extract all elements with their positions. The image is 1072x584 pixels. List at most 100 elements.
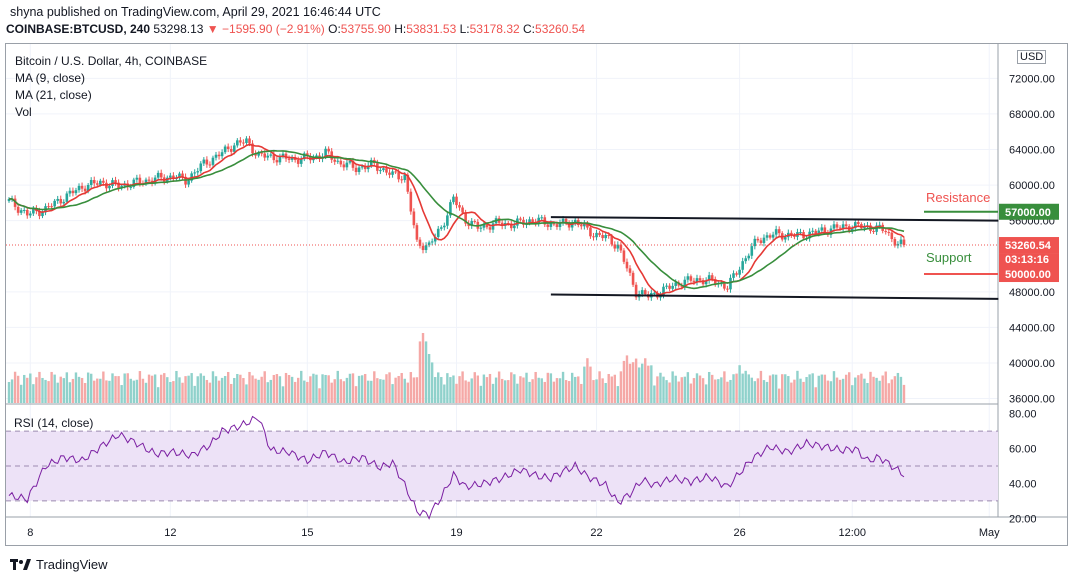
volume-bar xyxy=(723,371,726,403)
candle-body xyxy=(135,177,139,180)
volume-bar xyxy=(768,375,772,403)
candle-body xyxy=(583,223,586,227)
candle-body xyxy=(385,168,388,173)
volume-bar xyxy=(50,371,53,403)
volume-bar xyxy=(324,374,327,403)
volume-bar xyxy=(80,377,84,403)
candle-body xyxy=(549,223,553,227)
volume-bar xyxy=(893,376,897,403)
volume-bar xyxy=(430,362,434,403)
volume-bar xyxy=(193,385,196,403)
volume-bar xyxy=(747,374,750,403)
volume-bar xyxy=(400,373,403,403)
volume-bar xyxy=(217,380,221,403)
current-price-tag: 53260.54 xyxy=(1005,240,1052,252)
candle-body xyxy=(683,279,687,287)
volume-bar xyxy=(74,372,78,403)
volume-bar xyxy=(610,376,613,403)
candle-body xyxy=(38,210,41,217)
volume-bar xyxy=(485,377,489,403)
price-tick-label: 40000.00 xyxy=(1009,358,1055,370)
candle-body xyxy=(610,235,614,245)
candle-body xyxy=(844,224,848,227)
volume-bar xyxy=(275,374,279,403)
volume-bar xyxy=(297,377,300,403)
volume-bar xyxy=(637,367,641,403)
volume-bar xyxy=(44,379,47,403)
candle-body xyxy=(421,245,425,251)
volume-bar xyxy=(245,384,248,403)
volume-bar xyxy=(169,382,172,403)
candle-body xyxy=(202,159,206,164)
candle-body xyxy=(850,228,854,232)
candle-body xyxy=(19,210,23,213)
volume-bar xyxy=(108,380,111,403)
volume-bar xyxy=(290,376,294,403)
low-label: L: xyxy=(459,22,470,36)
volume-bar xyxy=(205,379,209,403)
candle-body xyxy=(509,223,513,229)
volume-bar xyxy=(226,371,230,403)
volume-bar xyxy=(47,381,50,403)
volume-bar xyxy=(771,374,775,403)
candle-body xyxy=(622,250,626,262)
footer-brand[interactable]: TradingView xyxy=(10,556,108,572)
candle-body xyxy=(86,184,90,192)
volume-bar xyxy=(826,380,830,403)
volume-bar xyxy=(790,382,793,403)
volume-bar xyxy=(370,380,373,403)
rsi-line xyxy=(8,415,905,520)
volume-bar xyxy=(805,377,808,403)
volume-bar xyxy=(513,374,516,403)
volume-bar xyxy=(348,373,352,403)
candle-body xyxy=(269,154,273,156)
support-price-tag-bg xyxy=(999,266,1059,283)
volume-bar xyxy=(214,376,218,403)
volume-bar xyxy=(272,374,276,403)
volume-bar xyxy=(616,386,620,403)
volume-bar xyxy=(692,378,696,403)
volume-bar xyxy=(83,382,87,403)
volume-bar xyxy=(181,382,184,403)
volume-bar xyxy=(881,375,884,403)
candle-body xyxy=(345,162,349,168)
candle-body xyxy=(199,163,203,172)
volume-bar xyxy=(71,378,75,403)
volume-bar xyxy=(528,381,531,403)
time-tick-label: 15 xyxy=(301,527,313,539)
volume-bar xyxy=(683,376,687,403)
currency-button[interactable]: USD xyxy=(1017,50,1047,64)
candle-body xyxy=(196,171,200,173)
volume-bar xyxy=(628,363,632,403)
candle-body xyxy=(172,175,175,179)
volume-bar xyxy=(440,377,443,403)
volume-bar xyxy=(199,373,202,403)
volume-bar xyxy=(884,371,887,403)
volume-bar xyxy=(418,341,422,403)
price-tick-label: 36000.00 xyxy=(1009,394,1055,406)
candle-body xyxy=(537,217,540,224)
candle-body xyxy=(208,164,212,166)
volume-bar xyxy=(586,358,589,403)
volume-bar xyxy=(360,375,364,403)
rsi-tick-label: 20.00 xyxy=(1009,513,1037,525)
volume-bar xyxy=(354,386,358,403)
volume-bar xyxy=(564,380,568,403)
volume-bar xyxy=(811,373,814,403)
volume-bar xyxy=(762,380,766,403)
volume-bar xyxy=(671,371,674,403)
volume-bar xyxy=(458,376,461,403)
volume-bar xyxy=(345,377,349,403)
volume-bar xyxy=(802,381,805,403)
candle-body xyxy=(418,239,422,246)
candle-body xyxy=(248,138,251,144)
volume-bar xyxy=(674,375,677,403)
volume-bar xyxy=(482,374,486,403)
candle-body xyxy=(835,224,839,228)
candle-body xyxy=(415,225,419,240)
price-tick-label: 68000.00 xyxy=(1009,109,1055,121)
candle-body xyxy=(783,237,787,240)
rsi-tick-label: 60.00 xyxy=(1009,444,1037,456)
candle-body xyxy=(619,244,623,251)
